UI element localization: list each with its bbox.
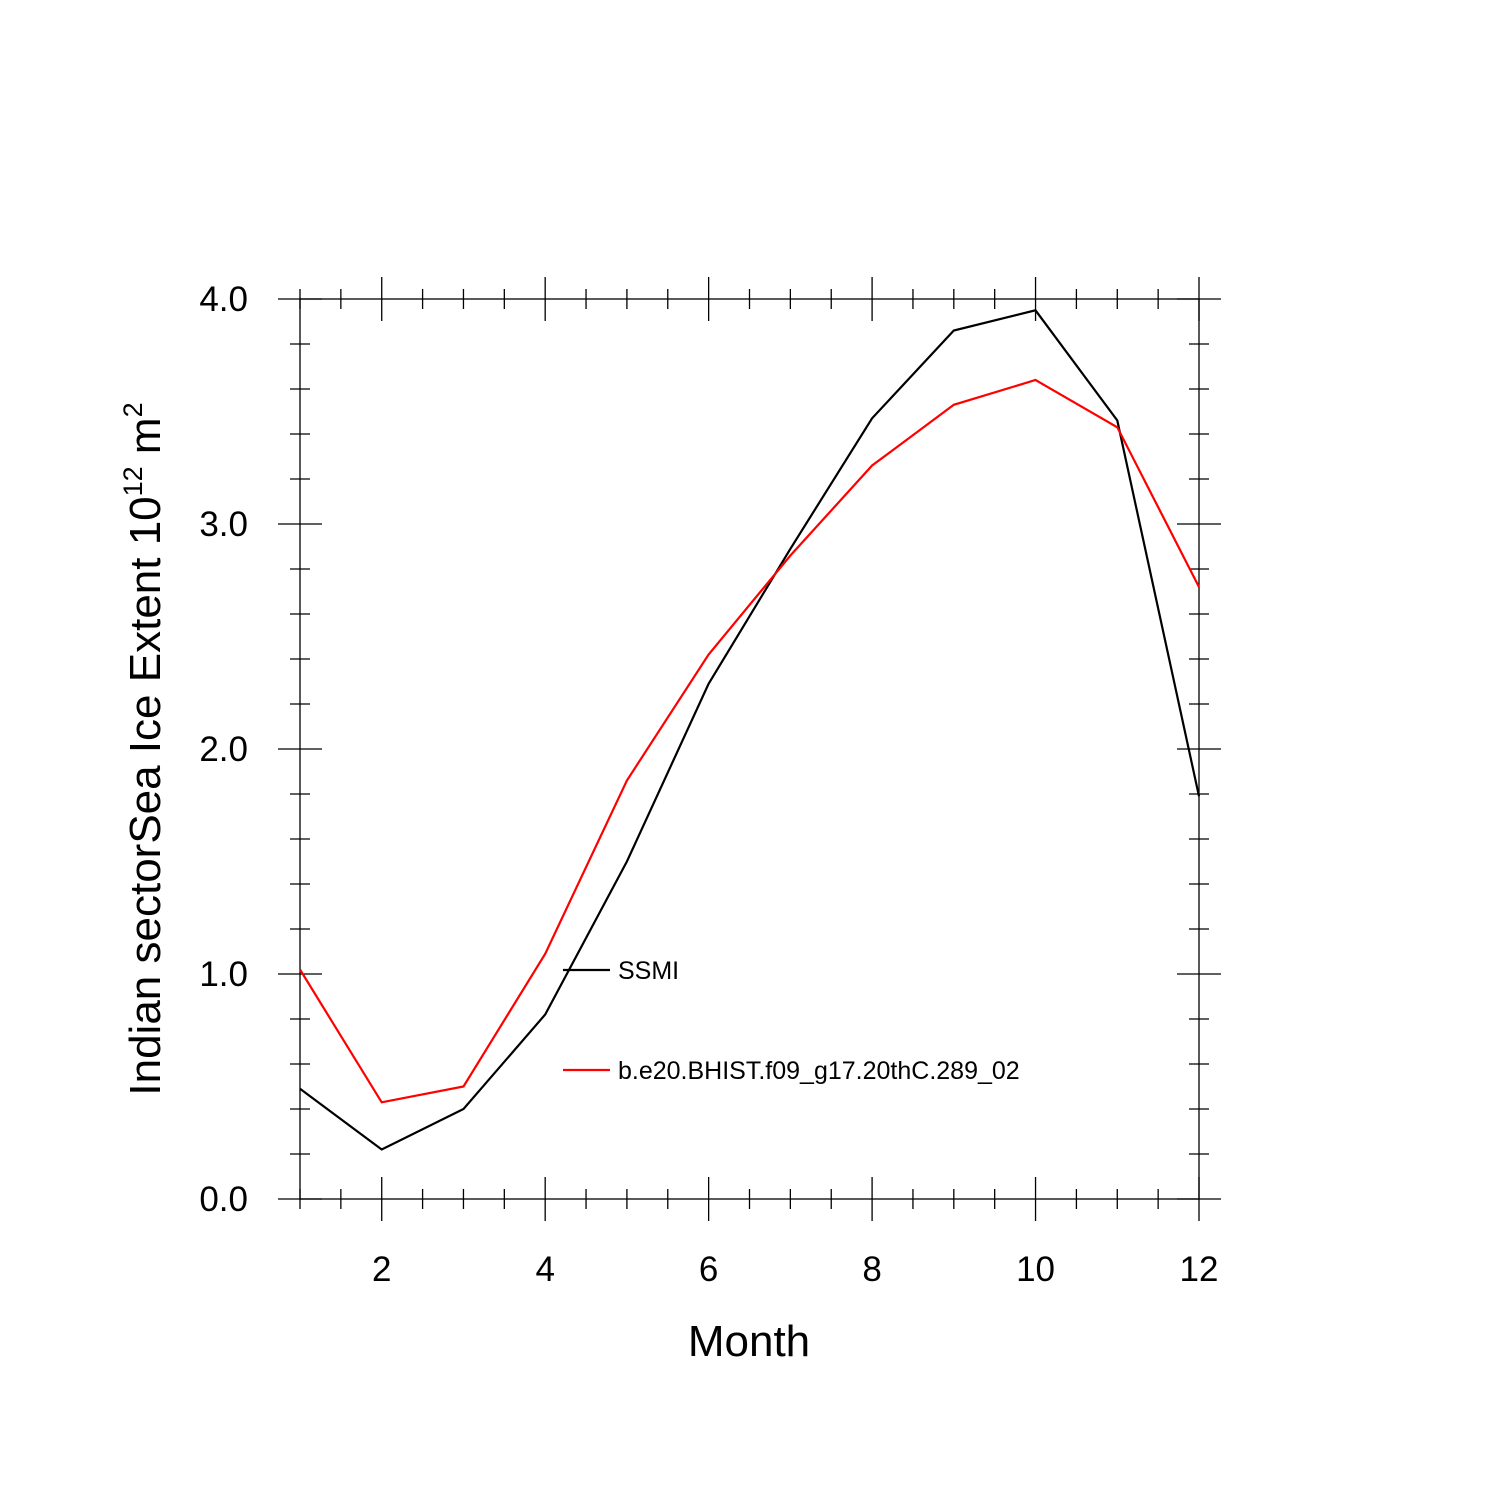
x-tick-label: 12 xyxy=(1180,1250,1219,1289)
x-tick-label: 10 xyxy=(1016,1250,1055,1289)
y-tick-label: 0.0 xyxy=(199,1180,248,1219)
y-tick-label: 1.0 xyxy=(199,955,248,994)
legend-label: b.e20.BHIST.f09_g17.20thC.289_02 xyxy=(618,1057,1020,1085)
x-tick-label: 4 xyxy=(535,1250,554,1289)
legend: SSMI b.e20.BHIST.f09_g17.20thC.289_02 xyxy=(563,957,1020,1085)
y-axis-label-exponent: 12 xyxy=(118,466,148,496)
y-tick-label: 2.0 xyxy=(199,730,248,769)
x-tick-label: 6 xyxy=(699,1250,718,1289)
series-line-model xyxy=(299,378,1200,1104)
series-lines xyxy=(299,309,1201,1151)
series-line-ssmi xyxy=(299,309,1201,1151)
legend-label: SSMI xyxy=(618,957,679,985)
x-tick-label: 2 xyxy=(372,1250,391,1289)
x-axis-label: Month xyxy=(688,1317,810,1366)
y-axis-label-main: Indian sectorSea Ice Extent 10 xyxy=(121,496,170,1095)
axis-ticks xyxy=(278,277,1221,1221)
y-axis-label-unit: m xyxy=(121,417,170,466)
x-tick-label: 8 xyxy=(862,1250,881,1289)
y-tick-label: 3.0 xyxy=(199,505,248,544)
y-tick-label: 4.0 xyxy=(199,280,248,319)
y-axis-label-unit-exponent: 2 xyxy=(118,402,148,417)
y-axis-label: Indian sectorSea Ice Extent 1012 m2 xyxy=(118,402,170,1095)
tick-labels: 2 4 6 8 10 12 0.0 1.0 2.0 3.0 4.0 xyxy=(199,280,1218,1289)
